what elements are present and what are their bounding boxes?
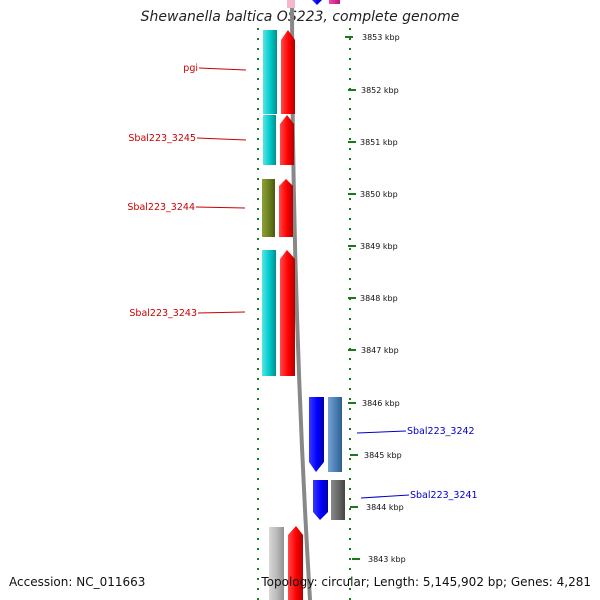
ruler-label: 3843 kbp xyxy=(368,555,406,564)
label-leader xyxy=(195,206,246,209)
cds-arrow-3244 xyxy=(279,179,293,237)
cds-track-minus xyxy=(279,30,303,600)
feature-label[interactable]: pgi xyxy=(183,63,198,74)
label-leader xyxy=(198,67,247,71)
cds-arrow-top xyxy=(312,0,322,5)
map-title: Shewanella baltica OS223, complete genom… xyxy=(140,9,460,25)
cog-bar-3241 xyxy=(331,480,345,520)
feature-label[interactable]: Sbal223_3244 xyxy=(127,202,195,213)
kbp-ruler: 3853 kbp 3852 kbp 3851 kbp 3850 kbp 3849… xyxy=(345,33,406,564)
cog-bar-pgi xyxy=(263,30,277,114)
cds-arrow-3245 xyxy=(280,115,294,165)
label-leader xyxy=(197,311,246,314)
cog-bar-3245 xyxy=(263,115,276,165)
genome-summary: Topology: circular; Length: 5,145,902 bp… xyxy=(261,575,591,589)
cog-track-left xyxy=(262,30,284,600)
ruler-label: 3845 kbp xyxy=(364,451,402,460)
ruler-label: 3850 kbp xyxy=(360,190,398,199)
cog-bar-3244 xyxy=(262,179,275,237)
cds-track-plus xyxy=(309,397,328,520)
feature-labels-right: Sbal223_3242 Sbal223_3241 xyxy=(356,426,478,501)
ruler-label: 3848 kbp xyxy=(360,294,398,303)
cog-bar-3242 xyxy=(328,397,342,472)
feature-label[interactable]: Sbal223_3243 xyxy=(129,308,197,319)
cds-arrow-3241 xyxy=(313,480,328,520)
cds-arrow-3243 xyxy=(280,250,295,376)
label-leader xyxy=(196,137,247,141)
ruler-label: 3844 kbp xyxy=(366,503,404,512)
cog-track-right xyxy=(328,397,345,520)
cds-arrow-3242 xyxy=(309,397,324,472)
label-leader xyxy=(356,430,407,434)
ruler-label: 3851 kbp xyxy=(360,138,398,147)
label-leader xyxy=(360,494,410,499)
ruler-label: 3849 kbp xyxy=(360,242,398,251)
ruler-label: 3846 kbp xyxy=(362,399,400,408)
cog-bar-top xyxy=(329,0,340,4)
feature-labels-left: pgi Sbal223_3245 Sbal223_3244 Sbal223_32… xyxy=(127,63,247,319)
ruler-label: 3853 kbp xyxy=(362,33,400,42)
feature-label[interactable]: Sbal223_3241 xyxy=(410,490,478,501)
ruler-label: 3847 kbp xyxy=(361,346,399,355)
feature-label[interactable]: Sbal223_3242 xyxy=(407,426,475,437)
cog-bar-bottom xyxy=(269,527,284,600)
cog-bar-3243 xyxy=(262,250,276,376)
gene-marker-top xyxy=(287,0,295,8)
cds-arrow-pgi xyxy=(281,30,295,114)
accession-text: Accession: NC_011663 xyxy=(9,575,146,589)
feature-label[interactable]: Sbal223_3245 xyxy=(128,133,196,144)
cds-arrow-bottom xyxy=(288,526,303,600)
ruler-label: 3852 kbp xyxy=(361,86,399,95)
